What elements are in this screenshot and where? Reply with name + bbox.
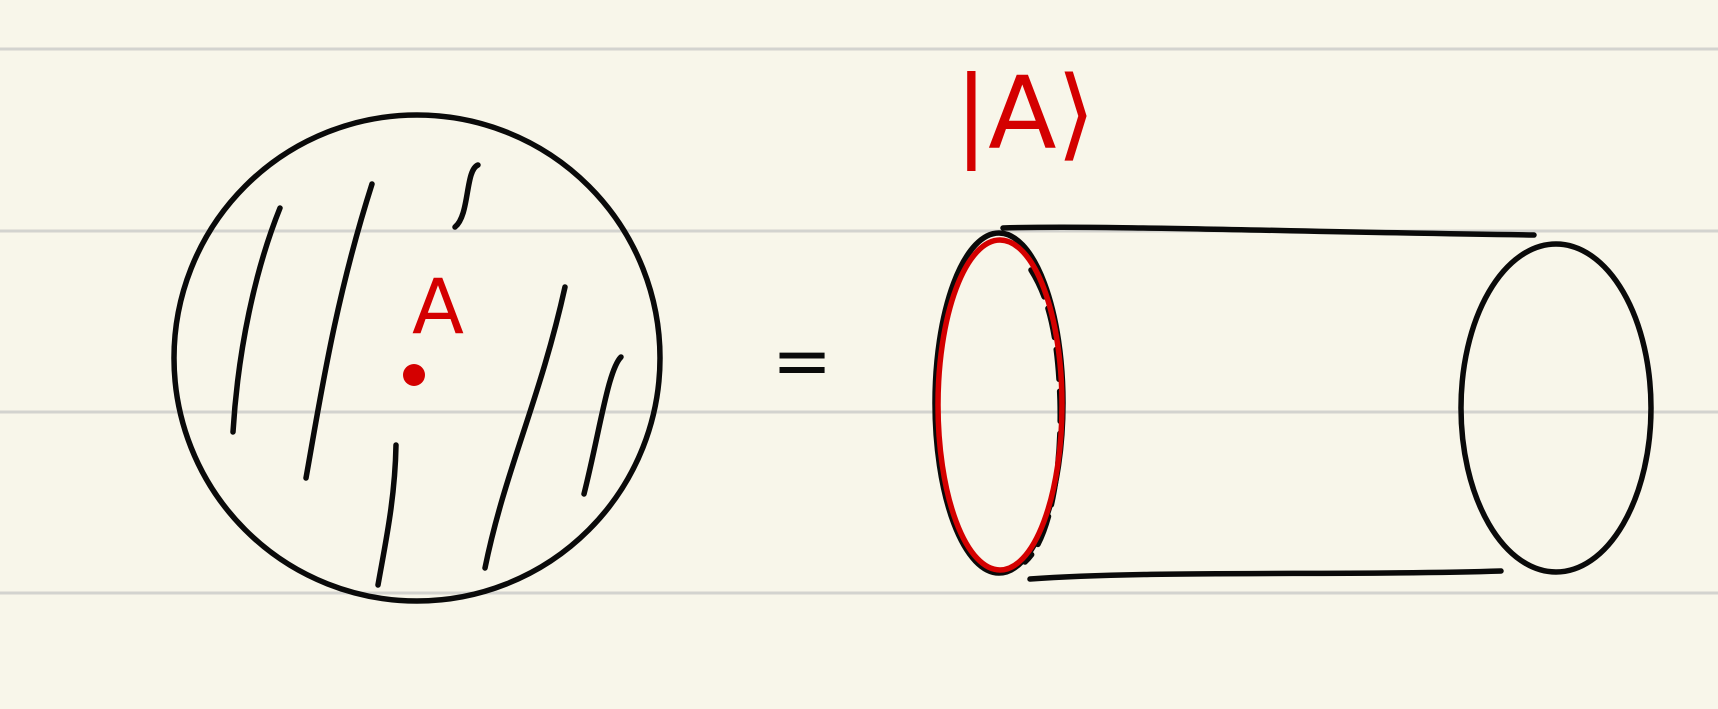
hatch xyxy=(303,181,375,481)
bottom-edge xyxy=(1027,568,1504,582)
equals-sign: = xyxy=(772,319,832,403)
disc-outline xyxy=(171,112,663,604)
hatch xyxy=(375,442,399,588)
hatch xyxy=(482,284,568,571)
cylinder xyxy=(932,224,1654,582)
ket-label: |A⟩ xyxy=(954,54,1095,171)
ruled-lines xyxy=(0,47,1718,595)
top-edge xyxy=(1000,224,1537,238)
hatch xyxy=(581,354,624,497)
hatch xyxy=(230,205,283,435)
disc: A xyxy=(171,112,663,604)
hatch xyxy=(452,162,481,230)
center-label: A xyxy=(412,262,464,351)
highlighted-end xyxy=(935,237,1065,573)
right-end xyxy=(1458,241,1654,575)
center-point xyxy=(403,364,425,386)
